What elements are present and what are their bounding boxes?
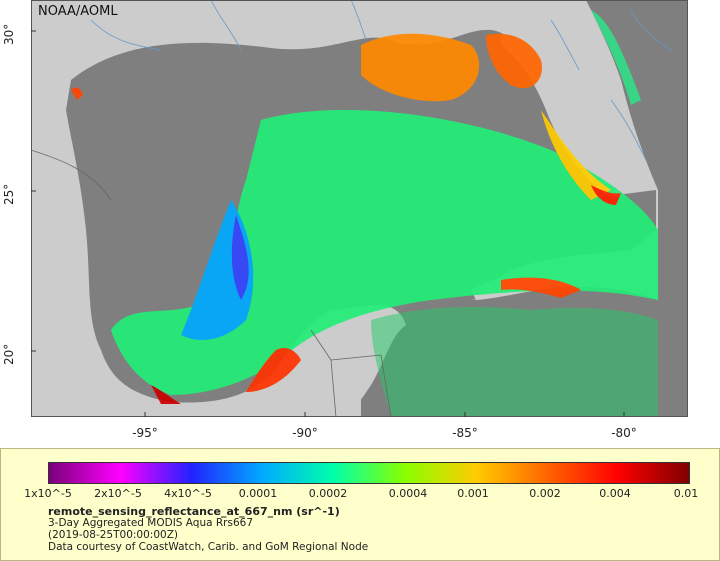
x-tick-label: -90° xyxy=(292,426,318,440)
colorbar-tick-label: 0.0001 xyxy=(238,487,278,500)
colorbar-tick-label: 0.002 xyxy=(529,487,561,500)
colorbar-tick-label: 0.001 xyxy=(457,487,489,500)
map-frame xyxy=(31,0,688,417)
x-tick-label: -80° xyxy=(611,426,637,440)
atlantic xyxy=(586,0,688,417)
dataset-time: (2019-08-25T00:00:00Z) xyxy=(48,529,178,541)
reflectance-layer xyxy=(71,10,658,417)
x-tick-label: -95° xyxy=(132,426,158,440)
colorbar-tick-label: 4x10^-5 xyxy=(164,487,212,500)
colorbar xyxy=(48,462,690,484)
dataset-credit: Data courtesy of CoastWatch, Carib. and … xyxy=(48,541,369,553)
colorbar-tick-label: 2x10^-5 xyxy=(94,487,142,500)
credit-label: NOAA/AOML xyxy=(38,4,118,19)
map-panel[interactable] xyxy=(31,0,688,417)
colorbar-tick-label: 0.004 xyxy=(599,487,631,500)
colorbar-tick-label: 1x10^-5 xyxy=(24,487,72,500)
y-tick-label: 25° xyxy=(2,183,16,205)
dataset-description: 3-Day Aggregated MODIS Aqua Rrs667 xyxy=(48,517,254,529)
colorbar-tick-label: 0.0002 xyxy=(308,487,348,500)
colorbar-tick-label: 0.01 xyxy=(673,487,699,500)
x-tick-label: -85° xyxy=(452,426,478,440)
variable-name: remote_sensing_reflectance_at_667_nm (sr… xyxy=(48,505,340,518)
tick-marks xyxy=(31,30,625,417)
y-tick-label: 20° xyxy=(2,343,16,365)
colorbar-tick-label: 0.0004 xyxy=(388,487,428,500)
rivers xyxy=(90,0,672,161)
political-borders xyxy=(31,149,392,417)
y-tick-label: 30° xyxy=(2,23,16,45)
